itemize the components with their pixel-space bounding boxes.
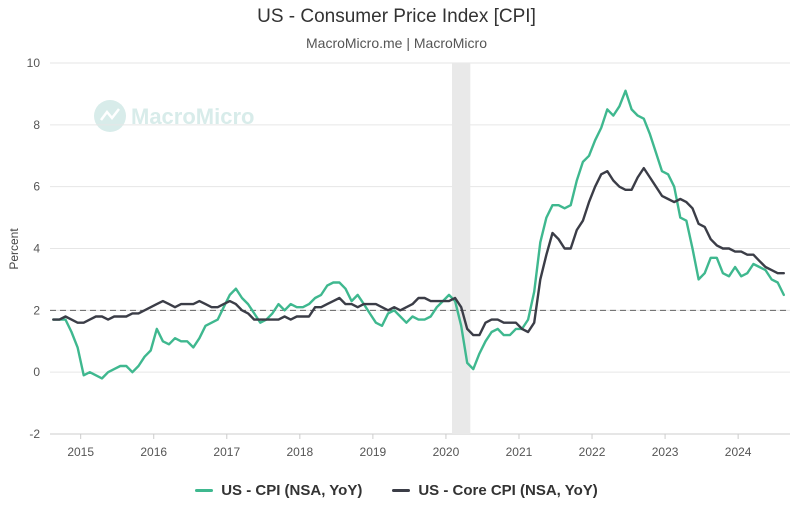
legend-label-cpi: US - CPI (NSA, YoY)	[221, 482, 363, 499]
x-tick-label: 2016	[140, 445, 167, 459]
y-tick-label: 2	[33, 303, 40, 317]
y-tick-label: 4	[33, 242, 40, 256]
y-axis-label: Percent	[7, 228, 21, 270]
x-tick-label: 2021	[506, 445, 533, 459]
y-tick-label: -2	[29, 427, 40, 441]
x-tick-label: 2018	[286, 445, 313, 459]
legend-swatch-core-cpi	[392, 489, 411, 492]
chart-subtitle: MacroMicro.me | MacroMicro	[306, 35, 487, 51]
legend-label-core-cpi: US - Core CPI (NSA, YoY)	[418, 482, 598, 499]
y-tick-label: 10	[27, 56, 41, 70]
y-tick-label: 0	[33, 365, 40, 379]
watermark-icon-mark	[100, 108, 120, 121]
legend-swatch-cpi	[195, 489, 214, 492]
y-tick-label: 8	[33, 118, 40, 132]
x-tick-label: 2023	[652, 445, 679, 459]
legend-item-core-cpi[interactable]: US - Core CPI (NSA, YoY)	[392, 482, 598, 499]
shaded-period-band	[452, 63, 471, 434]
x-tick-label: 2024	[725, 445, 752, 459]
x-tick-label: 2015	[67, 445, 94, 459]
chart-legend: US - CPI (NSA, YoY) US - Core CPI (NSA, …	[0, 482, 793, 499]
legend-item-cpi[interactable]: US - CPI (NSA, YoY)	[195, 482, 362, 499]
series-line-cpi	[52, 89, 785, 380]
series-line-core-cpi	[52, 166, 785, 337]
x-tick-label: 2022	[579, 445, 606, 459]
chart-title: US - Consumer Price Index [CPI]	[257, 6, 536, 27]
x-tick-label: 2019	[360, 445, 387, 459]
x-tick-label: 2017	[213, 445, 240, 459]
y-tick-label: 6	[33, 180, 40, 194]
x-tick-label: 2020	[433, 445, 460, 459]
watermark-logo: MacroMicro	[94, 100, 254, 132]
